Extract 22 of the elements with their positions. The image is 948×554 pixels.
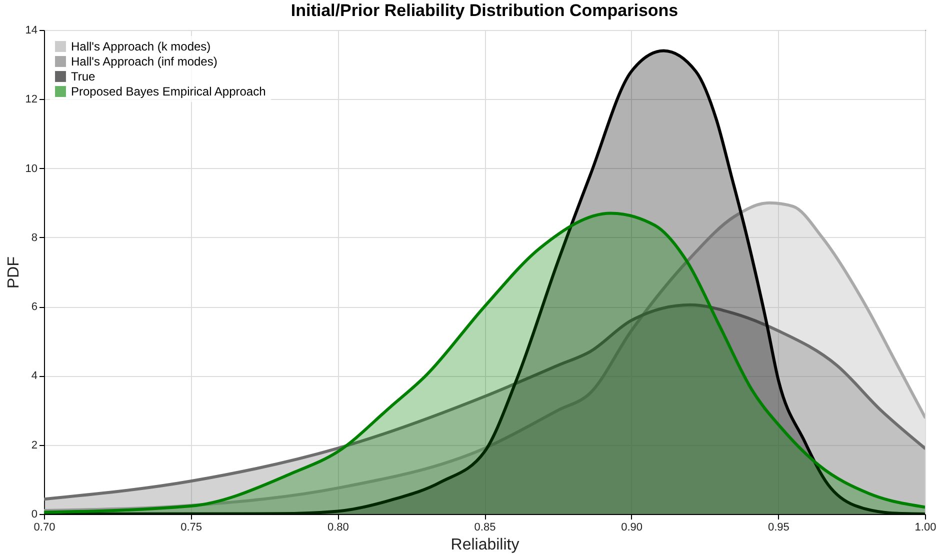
x-tick-label: 0.75 (180, 522, 202, 534)
x-tick-label: 1.00 (914, 522, 936, 534)
y-tick-label: 8 (31, 232, 38, 244)
y-tick-label: 6 (31, 301, 38, 314)
chart-title: Initial/Prior Reliability Distribution Comparisons (290, 1, 678, 20)
y-tick-label: 4 (31, 370, 38, 382)
x-tick-label: 0.90 (621, 522, 643, 534)
x-tick-label: 0.85 (474, 522, 496, 534)
x-axis-title: Reliability (450, 536, 520, 554)
legend-label: Hall's Approach (inf modes) (71, 54, 218, 68)
y-tick-label: 0 (31, 508, 38, 520)
legend-label: Proposed Bayes Empirical Approach (71, 84, 266, 98)
y-tick-label: 14 (25, 24, 38, 36)
x-tick-label: 0.80 (327, 522, 349, 534)
y-tick-label: 2 (31, 439, 38, 452)
legend-label: Hall's Approach (k modes) (71, 40, 211, 54)
x-tick-label: 0.70 (34, 522, 56, 534)
y-tick-label: 12 (25, 94, 38, 106)
x-tick-label: 0.95 (768, 522, 790, 534)
y-tick-label: 10 (25, 162, 38, 175)
legend-label: True (71, 70, 96, 84)
y-axis-title: PDF (5, 256, 22, 288)
